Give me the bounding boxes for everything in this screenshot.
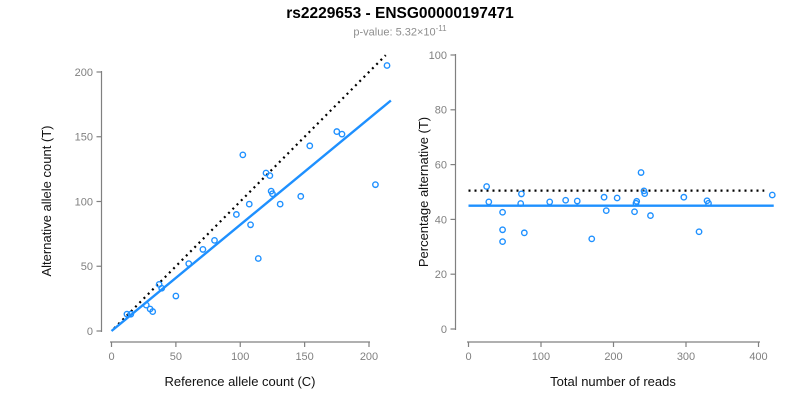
x-tick-label: 300 (677, 351, 695, 363)
y-tick-label: 20 (435, 269, 447, 281)
data-point (185, 260, 193, 268)
x-tick-label: 0 (465, 351, 471, 363)
data-point (483, 183, 491, 190)
x-tick-label: 200 (360, 351, 378, 363)
pvalue-exponent: -11 (435, 24, 447, 33)
data-point (269, 190, 276, 198)
x-tick-label: 200 (604, 351, 622, 363)
data-point (199, 246, 207, 253)
data-point (499, 226, 506, 234)
data-point (306, 142, 314, 150)
data-point (254, 255, 262, 262)
data-point (245, 200, 253, 208)
x-tick-label: 0 (108, 351, 114, 363)
y-tick-label: 150 (75, 132, 93, 144)
data-point (172, 292, 180, 300)
y-tick-label: 80 (435, 105, 447, 117)
data-point (631, 208, 638, 216)
data-point (632, 199, 640, 207)
pvalue-text: p-value: 5.32×10 (353, 26, 436, 39)
x-tick-label: 400 (749, 351, 767, 363)
data-point (149, 308, 157, 315)
data-point (641, 190, 649, 198)
data-point (518, 190, 525, 198)
data-point (333, 128, 341, 135)
data-point (705, 199, 712, 207)
data-point (338, 130, 346, 138)
panel-left: 0 50 100 150 200 0 50 100 150 200 Reference allele… (39, 54, 392, 389)
data-point (499, 208, 506, 216)
y-tick-label: 0 (441, 324, 447, 336)
x-tick-label: 150 (295, 351, 313, 363)
fitted-line (110, 99, 392, 332)
data-point (647, 212, 654, 219)
plot-title: rs2229653 - ENSG00000197471 (286, 5, 514, 22)
data-point (123, 310, 131, 318)
data-point (297, 192, 305, 200)
y-axis-title: Alternative allele count (T) (39, 125, 54, 276)
y-tick-label: 40 (435, 214, 447, 226)
data-point (680, 193, 688, 201)
data-point (232, 211, 240, 218)
x-axis-title: Reference allele count (C) (164, 374, 315, 389)
data-point (239, 151, 247, 159)
x-tick-label: 50 (170, 351, 182, 363)
data-point (613, 194, 621, 202)
y-tick-label: 50 (81, 261, 93, 273)
data-point (768, 191, 776, 199)
data-point (485, 198, 493, 206)
data-point (588, 235, 596, 243)
data-point (546, 198, 554, 206)
data-point (600, 193, 608, 201)
y-tick-label: 200 (75, 67, 93, 79)
data-point (247, 221, 254, 229)
data-point (383, 62, 391, 69)
data-point (562, 196, 570, 204)
x-tick-label: 100 (532, 351, 550, 363)
data-point (573, 197, 581, 205)
data-point (142, 301, 150, 309)
data-point (211, 236, 218, 244)
plot-subtitle: p-value: 5.32×10-11 (0, 24, 800, 39)
x-tick-label: 100 (231, 351, 249, 363)
data-point (266, 172, 274, 180)
data-point (499, 238, 506, 245)
data-point (276, 200, 284, 208)
data-point (695, 228, 703, 236)
x-axis-title: Total number of reads (550, 374, 676, 389)
data-point (517, 200, 525, 207)
data-point (602, 207, 610, 215)
y-tick-label: 0 (87, 326, 93, 338)
data-point (158, 284, 166, 292)
y-tick-label: 100 (429, 50, 447, 62)
y-tick-label: 100 (75, 196, 93, 208)
expected-50pct-line (113, 54, 387, 330)
data-point (127, 310, 135, 318)
data-point (637, 169, 645, 176)
data-point (520, 229, 528, 237)
y-tick-label: 60 (435, 159, 447, 171)
data-point (372, 181, 379, 189)
y-axis-title: Percentage alternative (T) (416, 117, 431, 267)
